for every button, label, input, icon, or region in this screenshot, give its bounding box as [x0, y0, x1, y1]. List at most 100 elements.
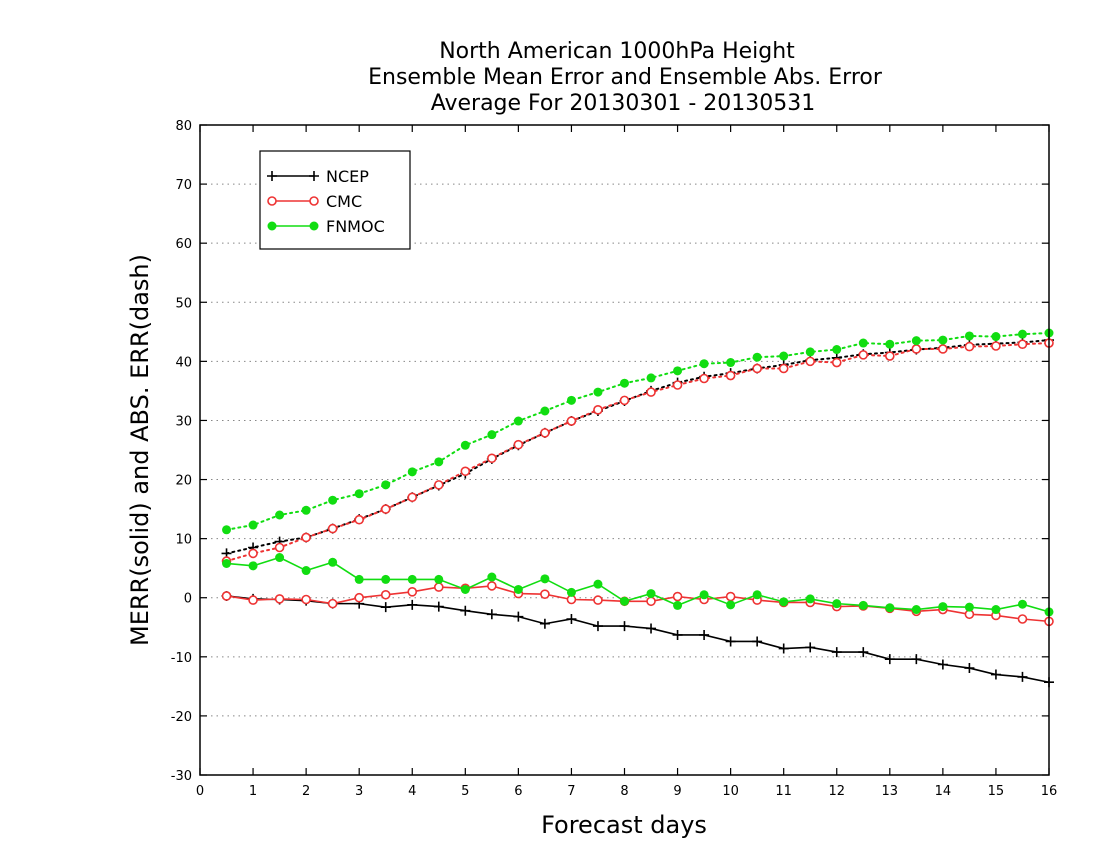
cmc-abs-error-point: [513, 439, 524, 450]
cmc-abs-error-point: [805, 356, 816, 367]
x-tick-label: 15: [988, 784, 1005, 799]
x-tick-label: 3: [355, 784, 363, 799]
fnmoc-mean-error-point: [275, 553, 285, 563]
ncep-mean-error-point: [778, 643, 789, 654]
y-axis-label: MERR(solid) and ABS. ERR(dash): [126, 254, 154, 646]
cmc-abs-error-point: [327, 523, 338, 534]
ncep-mean-error-point: [964, 663, 975, 674]
legend-label: NCEP: [326, 167, 369, 186]
cmc-mean-error-point: [593, 595, 603, 605]
fnmoc-abs-error-point: [699, 359, 709, 369]
ncep-mean-error-point: [539, 618, 550, 629]
cmc-abs-error-point: [301, 532, 311, 543]
cmc-abs-error-point: [778, 363, 789, 374]
series-ncep: [221, 335, 1054, 688]
legend-label: FNMOC: [326, 217, 385, 236]
cmc-abs-error-point: [964, 341, 975, 352]
series-fnmoc: [222, 328, 1054, 617]
fnmoc-mean-error-point: [566, 587, 576, 597]
legend-box: [259, 150, 411, 250]
fnmoc-mean-error-point: [222, 558, 232, 568]
cmc-abs-error-point: [407, 492, 418, 503]
fnmoc-abs-error-point: [381, 480, 391, 490]
fnmoc-mean-error-point: [620, 596, 629, 606]
cmc-abs-error-point: [938, 344, 948, 354]
fnmoc-abs-error-point: [248, 520, 258, 530]
fnmoc-abs-error-point: [328, 495, 338, 505]
cmc-abs-error-point: [1017, 339, 1028, 350]
fnmoc-mean-error-point: [805, 594, 815, 604]
cmc-abs-error-point: [725, 370, 736, 381]
x-tick-label: 14: [935, 784, 952, 799]
cmc-mean-error-point: [327, 598, 338, 609]
fnmoc-abs-error-point: [513, 416, 523, 426]
y-tick-label: -20: [171, 710, 192, 725]
cmc-abs-error-point: [460, 466, 471, 477]
cmc-mean-error-point: [274, 594, 285, 604]
ncep-mean-error-point: [911, 654, 922, 665]
ncep-mean-error-point: [990, 669, 1001, 680]
cmc-abs-error-point: [380, 504, 391, 514]
ncep-mean-error-point: [699, 629, 710, 640]
cmc-abs-error-point: [566, 416, 577, 426]
y-tick-label: 0: [184, 592, 192, 607]
cmc-abs-error-point: [672, 380, 683, 390]
ncep-mean-error-point: [433, 601, 444, 612]
fnmoc-abs-error-point: [911, 336, 921, 346]
fnmoc-abs-error-point: [964, 331, 974, 341]
cmc-mean-error-point: [354, 592, 364, 603]
fnmoc-mean-error-point: [752, 590, 762, 600]
y-tick-label: 40: [175, 355, 192, 370]
x-tick-label: 11: [775, 784, 792, 799]
y-tick-label: 20: [175, 474, 192, 489]
cmc-abs-error-point: [991, 341, 1001, 351]
fnmoc-mean-error-point: [354, 574, 364, 584]
cmc-abs-error-point: [699, 373, 709, 384]
fnmoc-abs-error-point: [275, 510, 285, 520]
fnmoc-abs-error-line: [225, 332, 1050, 531]
legend-items: NCEP CMC FNMOC: [267, 167, 385, 236]
cmc-mean-error-point: [221, 591, 232, 601]
fnmoc-mean-error-point: [858, 600, 868, 610]
cmc-abs-error-point: [487, 453, 497, 464]
fnmoc-abs-error-point: [487, 430, 497, 440]
x-tick-label: 0: [196, 784, 204, 799]
cmc-abs-error-point: [752, 363, 762, 374]
x-tick-label: 10: [722, 784, 739, 799]
cmc-abs-error-point: [274, 542, 285, 553]
ncep-abs-error-line: [225, 339, 1050, 555]
fnmoc-abs-error-point: [460, 440, 470, 450]
x-tick-label: 8: [620, 784, 628, 799]
x-tick-label: 2: [302, 784, 310, 799]
fnmoc-mean-error-point: [407, 574, 417, 584]
cmc-abs-error-point: [831, 357, 842, 368]
ncep-mean-error-point: [884, 654, 895, 665]
fnmoc-abs-error-point: [593, 387, 603, 397]
fnmoc-abs-error-point: [407, 467, 417, 477]
ncep-mean-error-point: [566, 614, 577, 624]
y-tick-label: 80: [175, 119, 192, 134]
ncep-mean-error-point: [937, 659, 948, 670]
ncep-mean-error-point: [460, 605, 471, 616]
cmc-abs-error-point: [433, 480, 444, 490]
fnmoc-abs-error-point: [354, 489, 364, 499]
fnmoc-abs-error-point: [779, 351, 789, 361]
fnmoc-abs-error-point: [620, 378, 629, 388]
fnmoc-mean-error-point: [593, 579, 603, 589]
y-tick-label: -30: [171, 769, 192, 784]
legend: NCEP CMC FNMOC: [259, 150, 411, 250]
series-cmc: [221, 338, 1054, 627]
fnmoc-mean-error-point: [540, 574, 550, 584]
cmc-abs-error-point: [646, 387, 656, 397]
legend-marker-right: [309, 171, 319, 181]
cmc-mean-error-point: [1017, 614, 1028, 624]
x-tick-label: 1: [249, 784, 257, 799]
cmc-abs-error-point: [911, 344, 922, 354]
fnmoc-abs-error-point: [434, 457, 444, 467]
fnmoc-mean-error-point: [646, 589, 656, 599]
ncep-mean-error-point: [592, 621, 603, 632]
ncep-mean-error-point: [805, 642, 816, 653]
legend-marker-left: [267, 196, 277, 206]
x-tick-label: 13: [882, 784, 899, 799]
